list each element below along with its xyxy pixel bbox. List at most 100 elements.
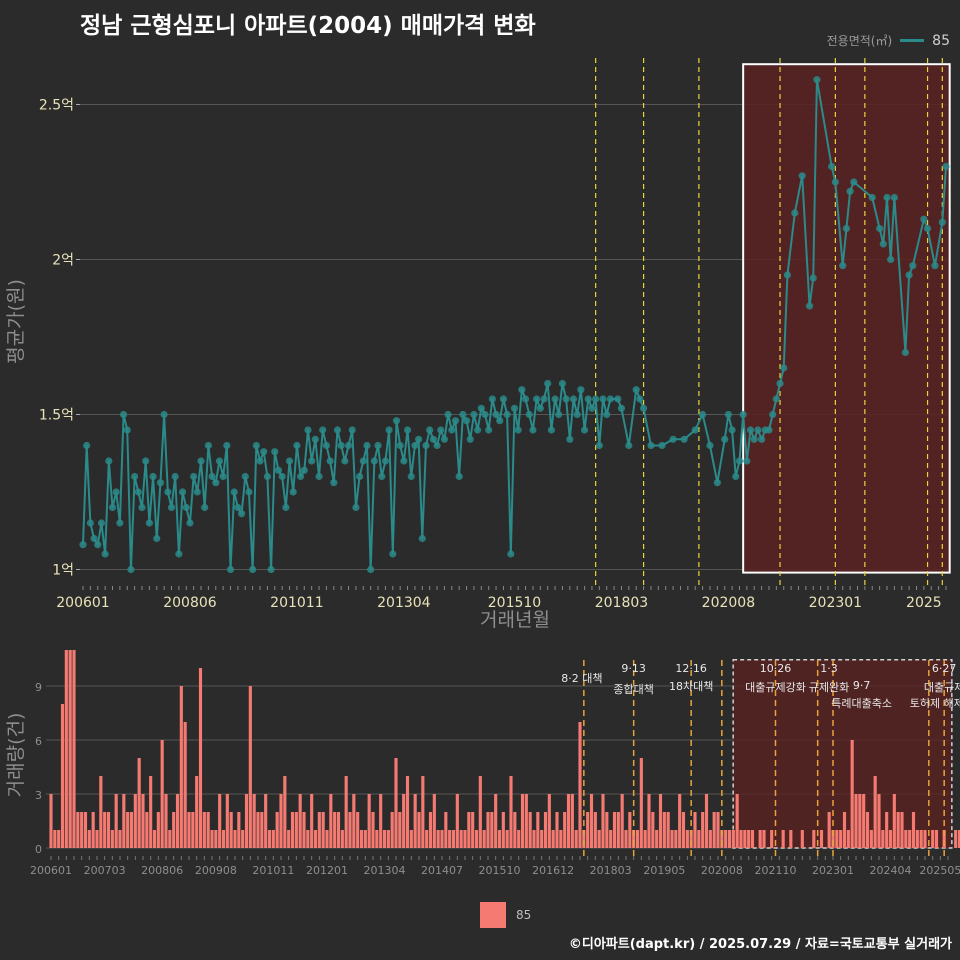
- volume-bar: [547, 794, 551, 848]
- volume-bar: [762, 830, 766, 848]
- policy-annotation: 1·3: [820, 662, 838, 675]
- price-point: [422, 441, 430, 450]
- volume-bar: [371, 812, 375, 848]
- price-point: [746, 426, 755, 434]
- price-point: [385, 426, 393, 434]
- volume-bar: [455, 794, 459, 848]
- volume-bar: [865, 812, 870, 848]
- price-point: [230, 488, 238, 496]
- price-point: [514, 426, 522, 434]
- price-point: [256, 457, 264, 465]
- price-point: [260, 448, 268, 456]
- volume-bar: [524, 794, 528, 848]
- volume-bar: [141, 794, 145, 848]
- volume-bar: [183, 722, 187, 848]
- volume-bar: [885, 812, 889, 848]
- price-point: [282, 503, 290, 512]
- price-point: [879, 240, 887, 248]
- y-tick-label: 3: [35, 789, 42, 802]
- price-point: [592, 395, 600, 403]
- price-point: [901, 348, 910, 357]
- volume-bar: [651, 812, 655, 848]
- x-tick-label: 201407: [421, 864, 463, 877]
- x-tick-label: 202301: [809, 595, 862, 611]
- x-tick-label: 201304: [364, 864, 406, 877]
- volume-bar: [643, 830, 647, 848]
- price-point: [101, 550, 109, 558]
- policy-annotation: 18차대책: [669, 680, 713, 693]
- price-point: [363, 441, 371, 450]
- volume-bar: [321, 812, 325, 848]
- price-point: [304, 426, 312, 434]
- volume-bar: [513, 812, 517, 848]
- price-point: [97, 519, 106, 527]
- price-point: [558, 379, 567, 388]
- volume-bar: [244, 794, 249, 848]
- price-point: [459, 410, 467, 419]
- volume-bar: [931, 830, 935, 848]
- volume-bar: [881, 830, 885, 848]
- price-point: [780, 364, 788, 372]
- price-point: [182, 503, 190, 512]
- volume-bar: [747, 830, 751, 848]
- volume-bar: [942, 830, 946, 848]
- policy-annotation: 규제완화: [809, 681, 849, 694]
- volume-bar: [543, 812, 548, 848]
- volume-bar: [842, 812, 847, 848]
- volume-bar: [632, 830, 636, 848]
- price-point: [887, 255, 895, 264]
- volume-bar: [908, 830, 912, 848]
- price-point: [204, 441, 212, 450]
- volume-bar: [83, 812, 88, 848]
- x-tick-label: 202008: [702, 595, 755, 611]
- price-point: [153, 534, 161, 543]
- volume-bar: [76, 812, 80, 848]
- volume-bar: [854, 794, 858, 848]
- price-point: [647, 441, 655, 450]
- price-point: [529, 426, 537, 434]
- price-point: [739, 410, 747, 419]
- volume-bar: [53, 830, 57, 848]
- volume-bar: [770, 830, 774, 848]
- price-point: [178, 488, 187, 496]
- x-tick-label: 200601: [56, 595, 109, 611]
- price-point: [728, 426, 736, 434]
- volume-bar: [233, 830, 237, 848]
- y-axis-label: 거래량(건): [5, 713, 27, 798]
- volume-bar: [827, 812, 831, 848]
- volume-bar: [133, 794, 137, 848]
- volume-bar: [175, 794, 180, 848]
- volume-bar: [344, 776, 348, 848]
- price-point: [577, 386, 585, 394]
- volume-bar: [294, 812, 298, 848]
- volume-bar: [206, 812, 210, 848]
- volume-bar: [195, 776, 199, 848]
- volume-bar: [421, 776, 425, 848]
- volume-bar: [413, 794, 417, 848]
- volume-bar: [666, 812, 670, 848]
- volume-bar: [800, 830, 804, 848]
- volume-bar: [325, 830, 329, 848]
- price-point: [426, 426, 434, 434]
- price-point: [344, 441, 353, 450]
- price-point: [138, 503, 146, 512]
- price-point: [455, 472, 463, 481]
- volume-bar: [578, 722, 582, 848]
- volume-bar: [819, 830, 824, 848]
- price-point: [311, 435, 319, 443]
- x-tick-label: 201201: [306, 864, 348, 877]
- price-point: [263, 472, 272, 481]
- volume-bar: [398, 812, 402, 848]
- price-point: [923, 224, 932, 233]
- price-point: [850, 178, 858, 186]
- price-point: [617, 404, 626, 412]
- volume-bar: [835, 830, 839, 848]
- highlight-period: [742, 63, 951, 574]
- y-tick-label: 2.5억: [39, 98, 74, 114]
- price-point: [131, 472, 139, 481]
- price-point: [920, 215, 928, 223]
- volume-bar: [267, 830, 272, 848]
- x-tick-label: 200908: [195, 864, 237, 877]
- price-point: [839, 262, 847, 270]
- volume-bar: [168, 830, 172, 848]
